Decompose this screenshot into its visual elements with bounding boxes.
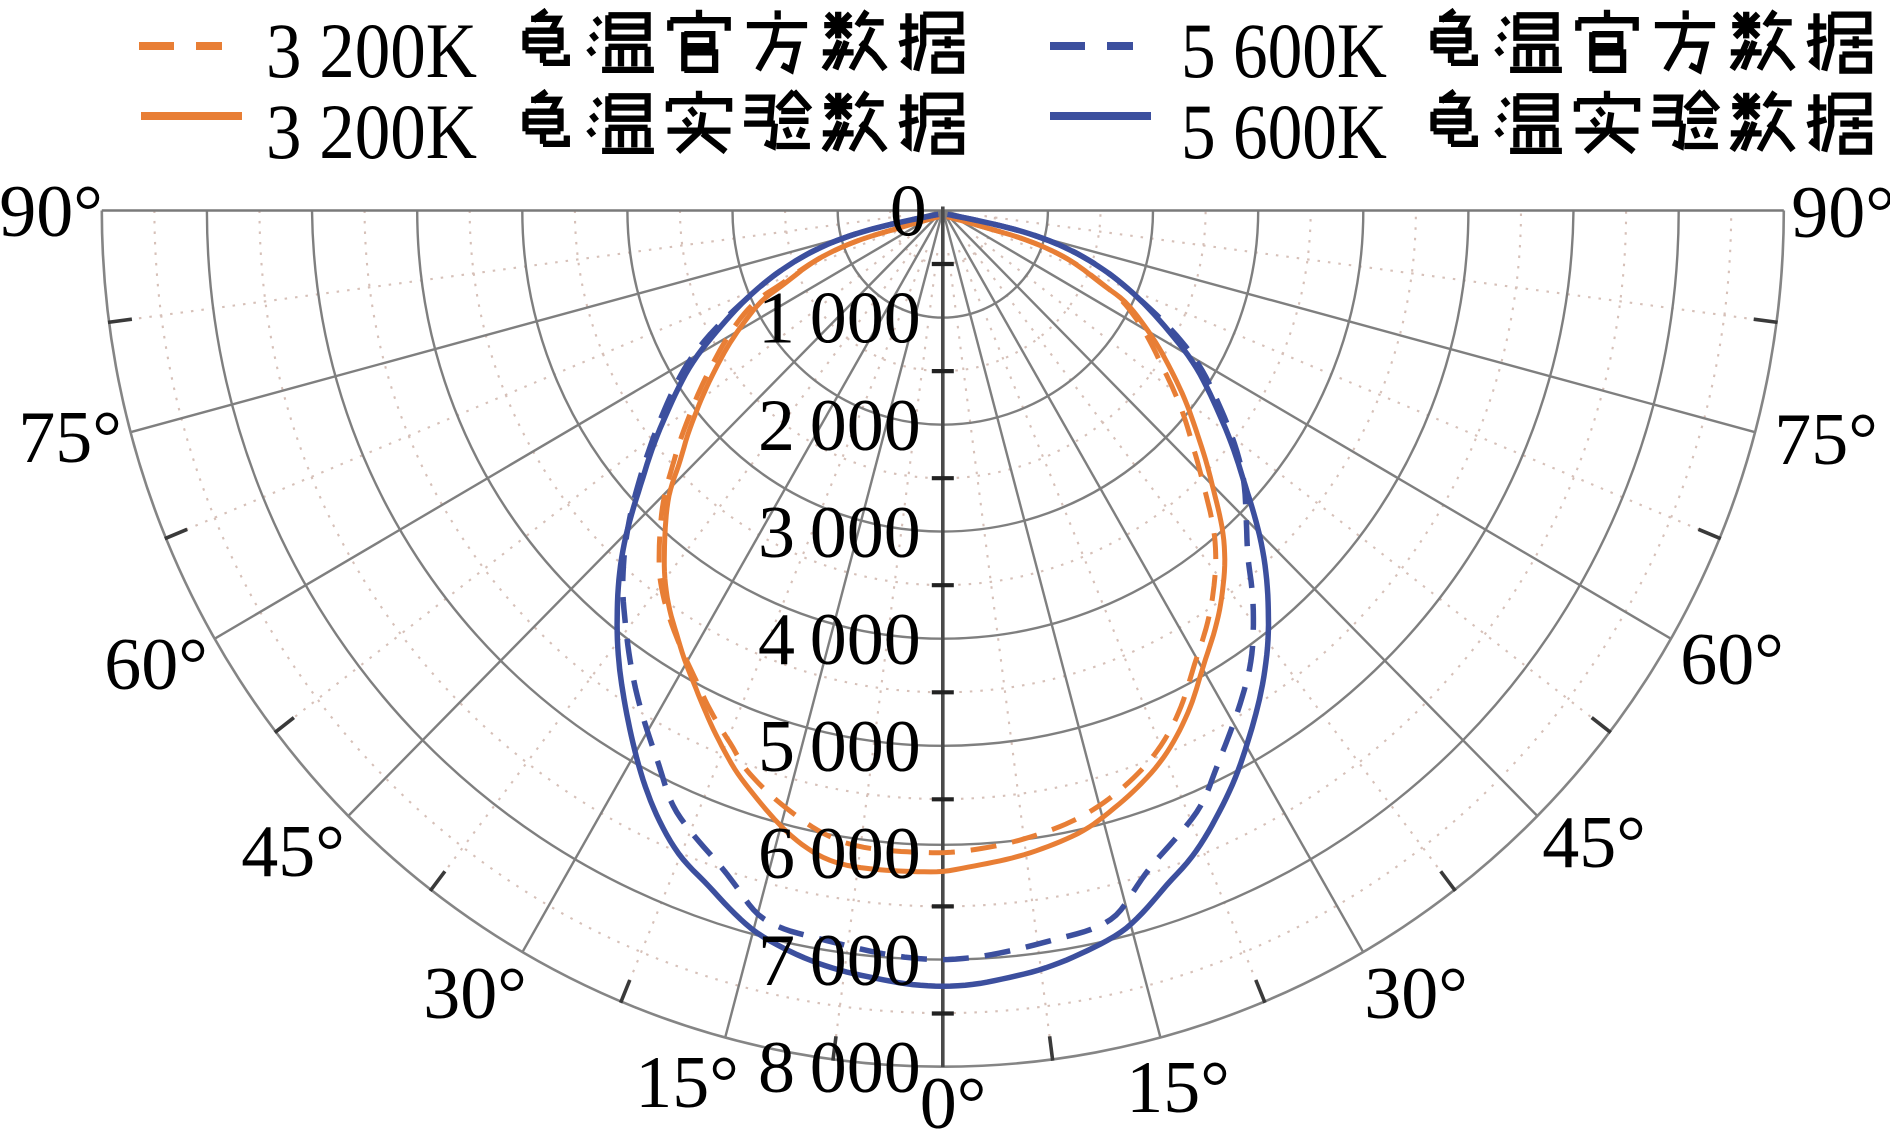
svg-text:15°: 15°: [1126, 1047, 1230, 1129]
svg-text:30°: 30°: [1364, 953, 1468, 1035]
svg-text:15°: 15°: [635, 1042, 739, 1124]
svg-text:60°: 60°: [1680, 619, 1784, 701]
svg-text:45°: 45°: [241, 811, 345, 893]
svg-text:0°: 0°: [920, 1063, 987, 1140]
svg-text:5 600K: 5 600K: [1181, 88, 1387, 175]
svg-text:3 000: 3 000: [758, 492, 921, 574]
svg-text:7 000: 7 000: [758, 920, 921, 1002]
svg-text:5 600K: 5 600K: [1181, 7, 1387, 94]
svg-text:45°: 45°: [1542, 802, 1646, 884]
svg-text:3 200K: 3 200K: [266, 7, 477, 94]
svg-text:75°: 75°: [18, 397, 122, 479]
svg-text:2 000: 2 000: [758, 385, 921, 467]
svg-text:30°: 30°: [423, 953, 527, 1035]
svg-text:1 000: 1 000: [758, 278, 921, 360]
svg-text:60°: 60°: [104, 624, 208, 706]
svg-text:90°: 90°: [0, 171, 103, 253]
svg-text:8 000: 8 000: [758, 1027, 921, 1109]
svg-text:0: 0: [890, 171, 927, 253]
svg-text:3 200K: 3 200K: [266, 88, 477, 175]
svg-text:75°: 75°: [1774, 399, 1878, 481]
svg-text:6 000: 6 000: [758, 813, 921, 895]
svg-text:5 000: 5 000: [758, 706, 921, 788]
svg-text:4 000: 4 000: [758, 599, 921, 681]
svg-text:90°: 90°: [1791, 172, 1890, 254]
